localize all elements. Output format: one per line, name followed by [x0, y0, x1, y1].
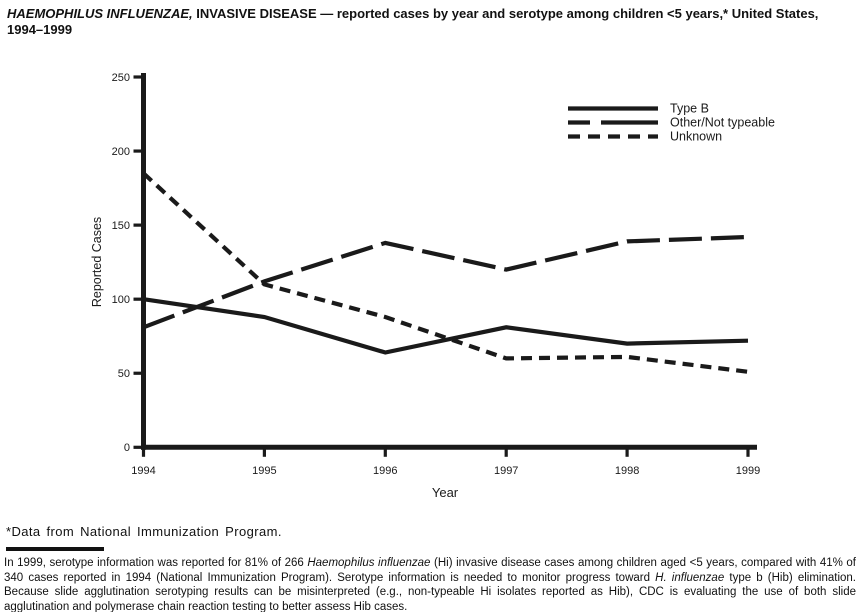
footnote-text-segment: In 1999, serotype information was report…	[4, 557, 308, 569]
footnote-paragraph: In 1999, serotype information was report…	[4, 556, 856, 612]
legend-label: Unknown	[670, 130, 722, 144]
y-tick-label: 100	[112, 294, 130, 306]
y-tick-label: 200	[112, 146, 130, 158]
x-tick-label: 1994	[131, 465, 155, 477]
x-tick-label: 1996	[373, 465, 397, 477]
figure-title-italic: HAEMOPHILUS INFLUENZAE,	[7, 6, 193, 21]
x-tick-label: 1998	[615, 465, 639, 477]
y-tick-label: 0	[124, 442, 130, 454]
x-tick-label: 1999	[736, 465, 760, 477]
x-tick-label: 1997	[494, 465, 518, 477]
x-tick-label: 1995	[252, 465, 276, 477]
y-axis-title: Reported Cases	[90, 217, 104, 307]
figure-title-rest: INVASIVE DISEASE — reported cases by yea…	[7, 6, 819, 37]
series-line-type-b	[143, 297, 749, 355]
y-tick-label: 250	[112, 72, 130, 84]
footnote-text-segment: type b (Hib) elimination. Because slide …	[4, 571, 857, 612]
legend-label: Type B	[670, 102, 709, 116]
y-tick-label: 150	[112, 220, 130, 232]
legend-label: Other/Not typeable	[670, 116, 775, 130]
footnote-italic-organism: Haemophilus influenzae	[307, 557, 431, 569]
y-tick-label: 50	[118, 368, 130, 380]
data-source-footnote: *Data from National Immunization Program…	[6, 524, 282, 539]
chart-svg: 0 50 100 150 200 250 1994 1995 1996 1997 1998 1999 R…	[90, 72, 775, 500]
figure-title: HAEMOPHILUS INFLUENZAE, INVASIVE DISEASE…	[7, 6, 853, 38]
series-line-other-not-typeable	[142, 234, 749, 330]
footnote-text-segment: (Hi) invasive disease cases among childr…	[4, 557, 856, 584]
footnote-divider-rule	[6, 547, 104, 551]
footnote-italic-organism: H. influenzae	[655, 571, 725, 584]
series-line-unknown	[142, 171, 749, 374]
x-axis-title: Year	[432, 485, 459, 500]
